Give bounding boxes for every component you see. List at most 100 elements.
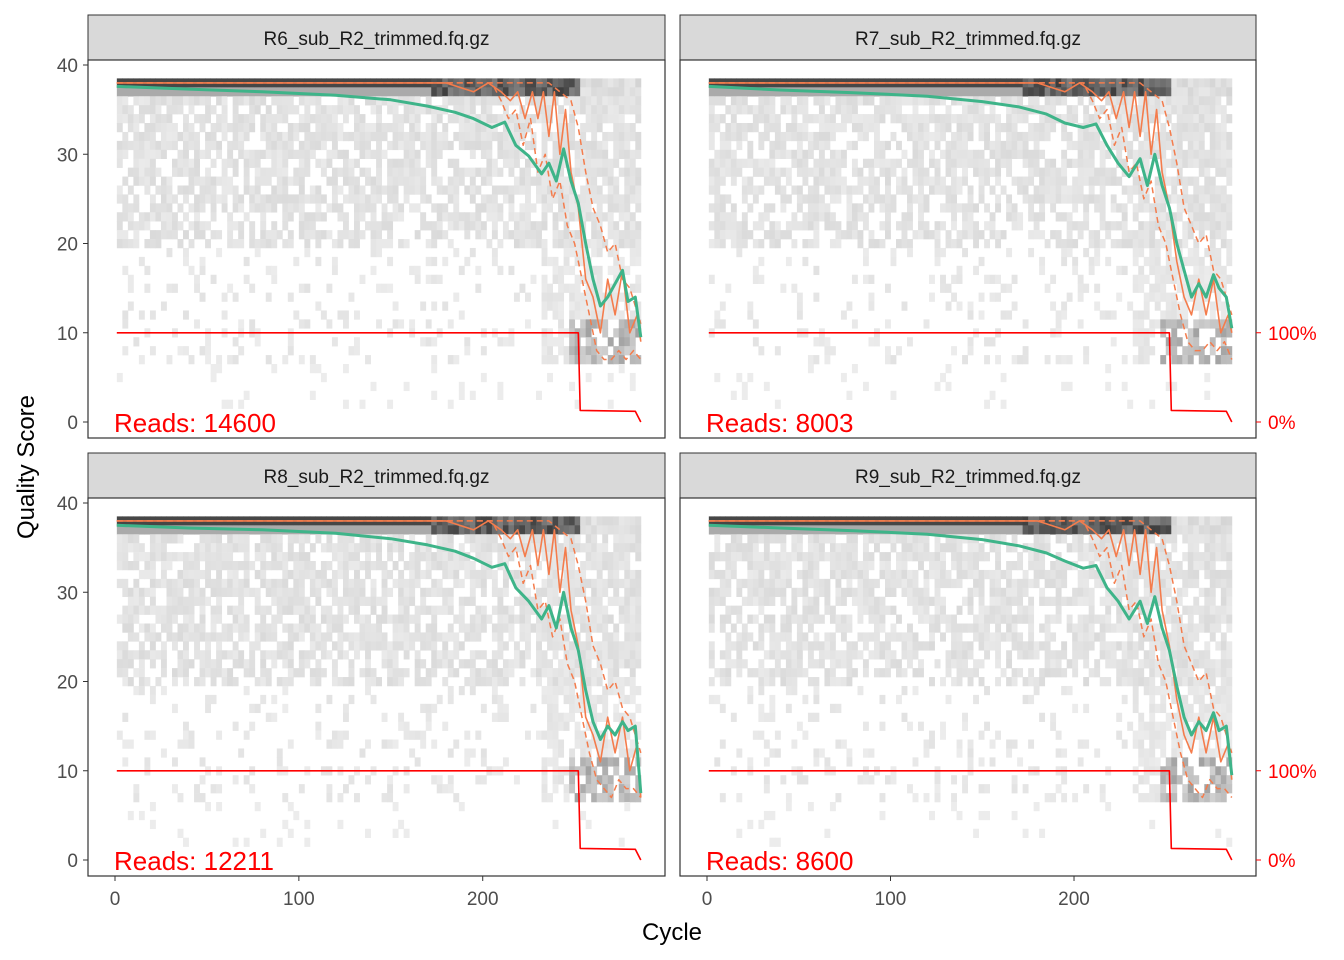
heatmap-tile <box>629 185 636 195</box>
heatmap-tile <box>491 525 498 535</box>
heatmap-tile <box>431 203 438 213</box>
heatmap-tile <box>978 123 985 133</box>
heatmap-tile <box>133 650 140 660</box>
heatmap-tile <box>890 167 897 177</box>
heatmap-tile <box>138 131 145 142</box>
heatmap-tile <box>216 784 223 794</box>
heatmap-tile <box>796 194 803 204</box>
heatmap-tile <box>591 140 598 151</box>
heatmap-tile <box>1149 87 1156 97</box>
heatmap-tile <box>1182 96 1189 106</box>
heatmap-tile <box>824 158 831 168</box>
heatmap-tile <box>1055 176 1062 186</box>
heatmap-tile <box>188 596 195 606</box>
heatmap-tile <box>607 194 614 204</box>
heatmap-tile <box>857 185 864 195</box>
heatmap-tile <box>166 230 173 240</box>
heatmap-tile <box>221 131 228 142</box>
heatmap-tile <box>1198 96 1205 106</box>
heatmap-tile <box>973 239 979 249</box>
heatmap-tile <box>133 614 140 624</box>
heatmap-tile <box>1055 78 1062 88</box>
heatmap-tile <box>591 516 598 526</box>
heatmap-tile <box>1193 140 1200 151</box>
heatmap-tile <box>719 194 726 204</box>
heatmap-tile <box>188 203 195 213</box>
heatmap-tile <box>934 131 941 142</box>
heatmap-tile <box>458 605 465 615</box>
heatmap-tile <box>348 587 355 598</box>
heatmap-tile <box>962 355 968 365</box>
heatmap-tile <box>392 185 399 195</box>
heatmap-tile <box>1209 203 1216 213</box>
heatmap-tile <box>133 158 140 168</box>
heatmap-tile <box>431 703 438 714</box>
heatmap-tile <box>1160 123 1167 133</box>
heatmap-tile <box>1088 239 1095 249</box>
quantile-75-line <box>116 82 642 325</box>
heatmap-tile <box>629 310 636 320</box>
heatmap-tile <box>752 239 759 249</box>
heatmap-tile <box>199 614 206 624</box>
heatmap-tile <box>387 659 394 669</box>
heatmap-tile <box>171 534 178 544</box>
heatmap-tile <box>547 185 553 195</box>
heatmap-tile <box>962 123 968 133</box>
heatmap-tile <box>1226 78 1233 88</box>
heatmap-tile <box>326 283 333 293</box>
heatmap-tile <box>398 158 405 168</box>
heatmap-tile <box>1165 274 1172 284</box>
heatmap-tile <box>238 140 245 151</box>
heatmap-tile <box>962 158 968 168</box>
heatmap-tile <box>558 346 565 356</box>
heatmap-tile <box>1176 96 1183 106</box>
heatmap-layer <box>116 78 642 409</box>
heatmap-tile <box>1198 78 1205 88</box>
heatmap-tile <box>896 176 902 186</box>
heatmap-tile <box>1165 78 1172 88</box>
heatmap-tile <box>309 140 316 151</box>
heatmap-tile <box>574 578 581 589</box>
heatmap-tile <box>436 185 443 195</box>
heatmap-tile <box>298 230 305 240</box>
heatmap-tile <box>365 650 371 660</box>
heatmap-tile <box>293 203 300 213</box>
heatmap-tile <box>585 775 592 785</box>
heatmap-tile <box>989 185 996 195</box>
heatmap-tile <box>918 230 924 240</box>
heatmap-tile <box>607 203 614 213</box>
heatmap-tile <box>890 247 897 258</box>
heatmap-tile <box>574 516 581 526</box>
heatmap-tile <box>824 346 831 356</box>
heatmap-tile <box>171 283 178 293</box>
heatmap-tile <box>453 632 460 642</box>
heatmap-tile <box>1083 247 1090 258</box>
heatmap-tile <box>967 87 974 97</box>
heatmap-tile <box>547 346 553 356</box>
heatmap-tile <box>580 185 587 195</box>
heatmap-tile <box>602 748 609 758</box>
heatmap-tile <box>1209 337 1216 347</box>
heatmap-tile <box>216 140 223 151</box>
heatmap-tile <box>1154 203 1161 213</box>
heatmap-tile <box>414 149 421 160</box>
heatmap-tile <box>171 703 178 714</box>
heatmap-tile <box>1187 140 1194 151</box>
heatmap-tile <box>758 167 765 177</box>
heatmap-tile <box>144 265 151 276</box>
heatmap-tile <box>763 131 770 142</box>
heatmap-tile <box>243 587 250 598</box>
heatmap-tile <box>602 766 609 776</box>
heatmap-tile <box>447 140 454 151</box>
heatmap-tile <box>348 677 355 687</box>
heatmap-tile <box>508 569 515 580</box>
heatmap-tile <box>122 96 129 106</box>
heatmap-tile <box>829 149 836 160</box>
heatmap-tile <box>725 230 732 240</box>
heatmap-tile <box>497 703 504 714</box>
heatmap-tile <box>824 185 831 195</box>
heatmap-tile <box>519 623 526 633</box>
heatmap-tile <box>354 212 360 222</box>
heatmap-tile <box>387 221 394 231</box>
heatmap-tile <box>199 793 206 803</box>
